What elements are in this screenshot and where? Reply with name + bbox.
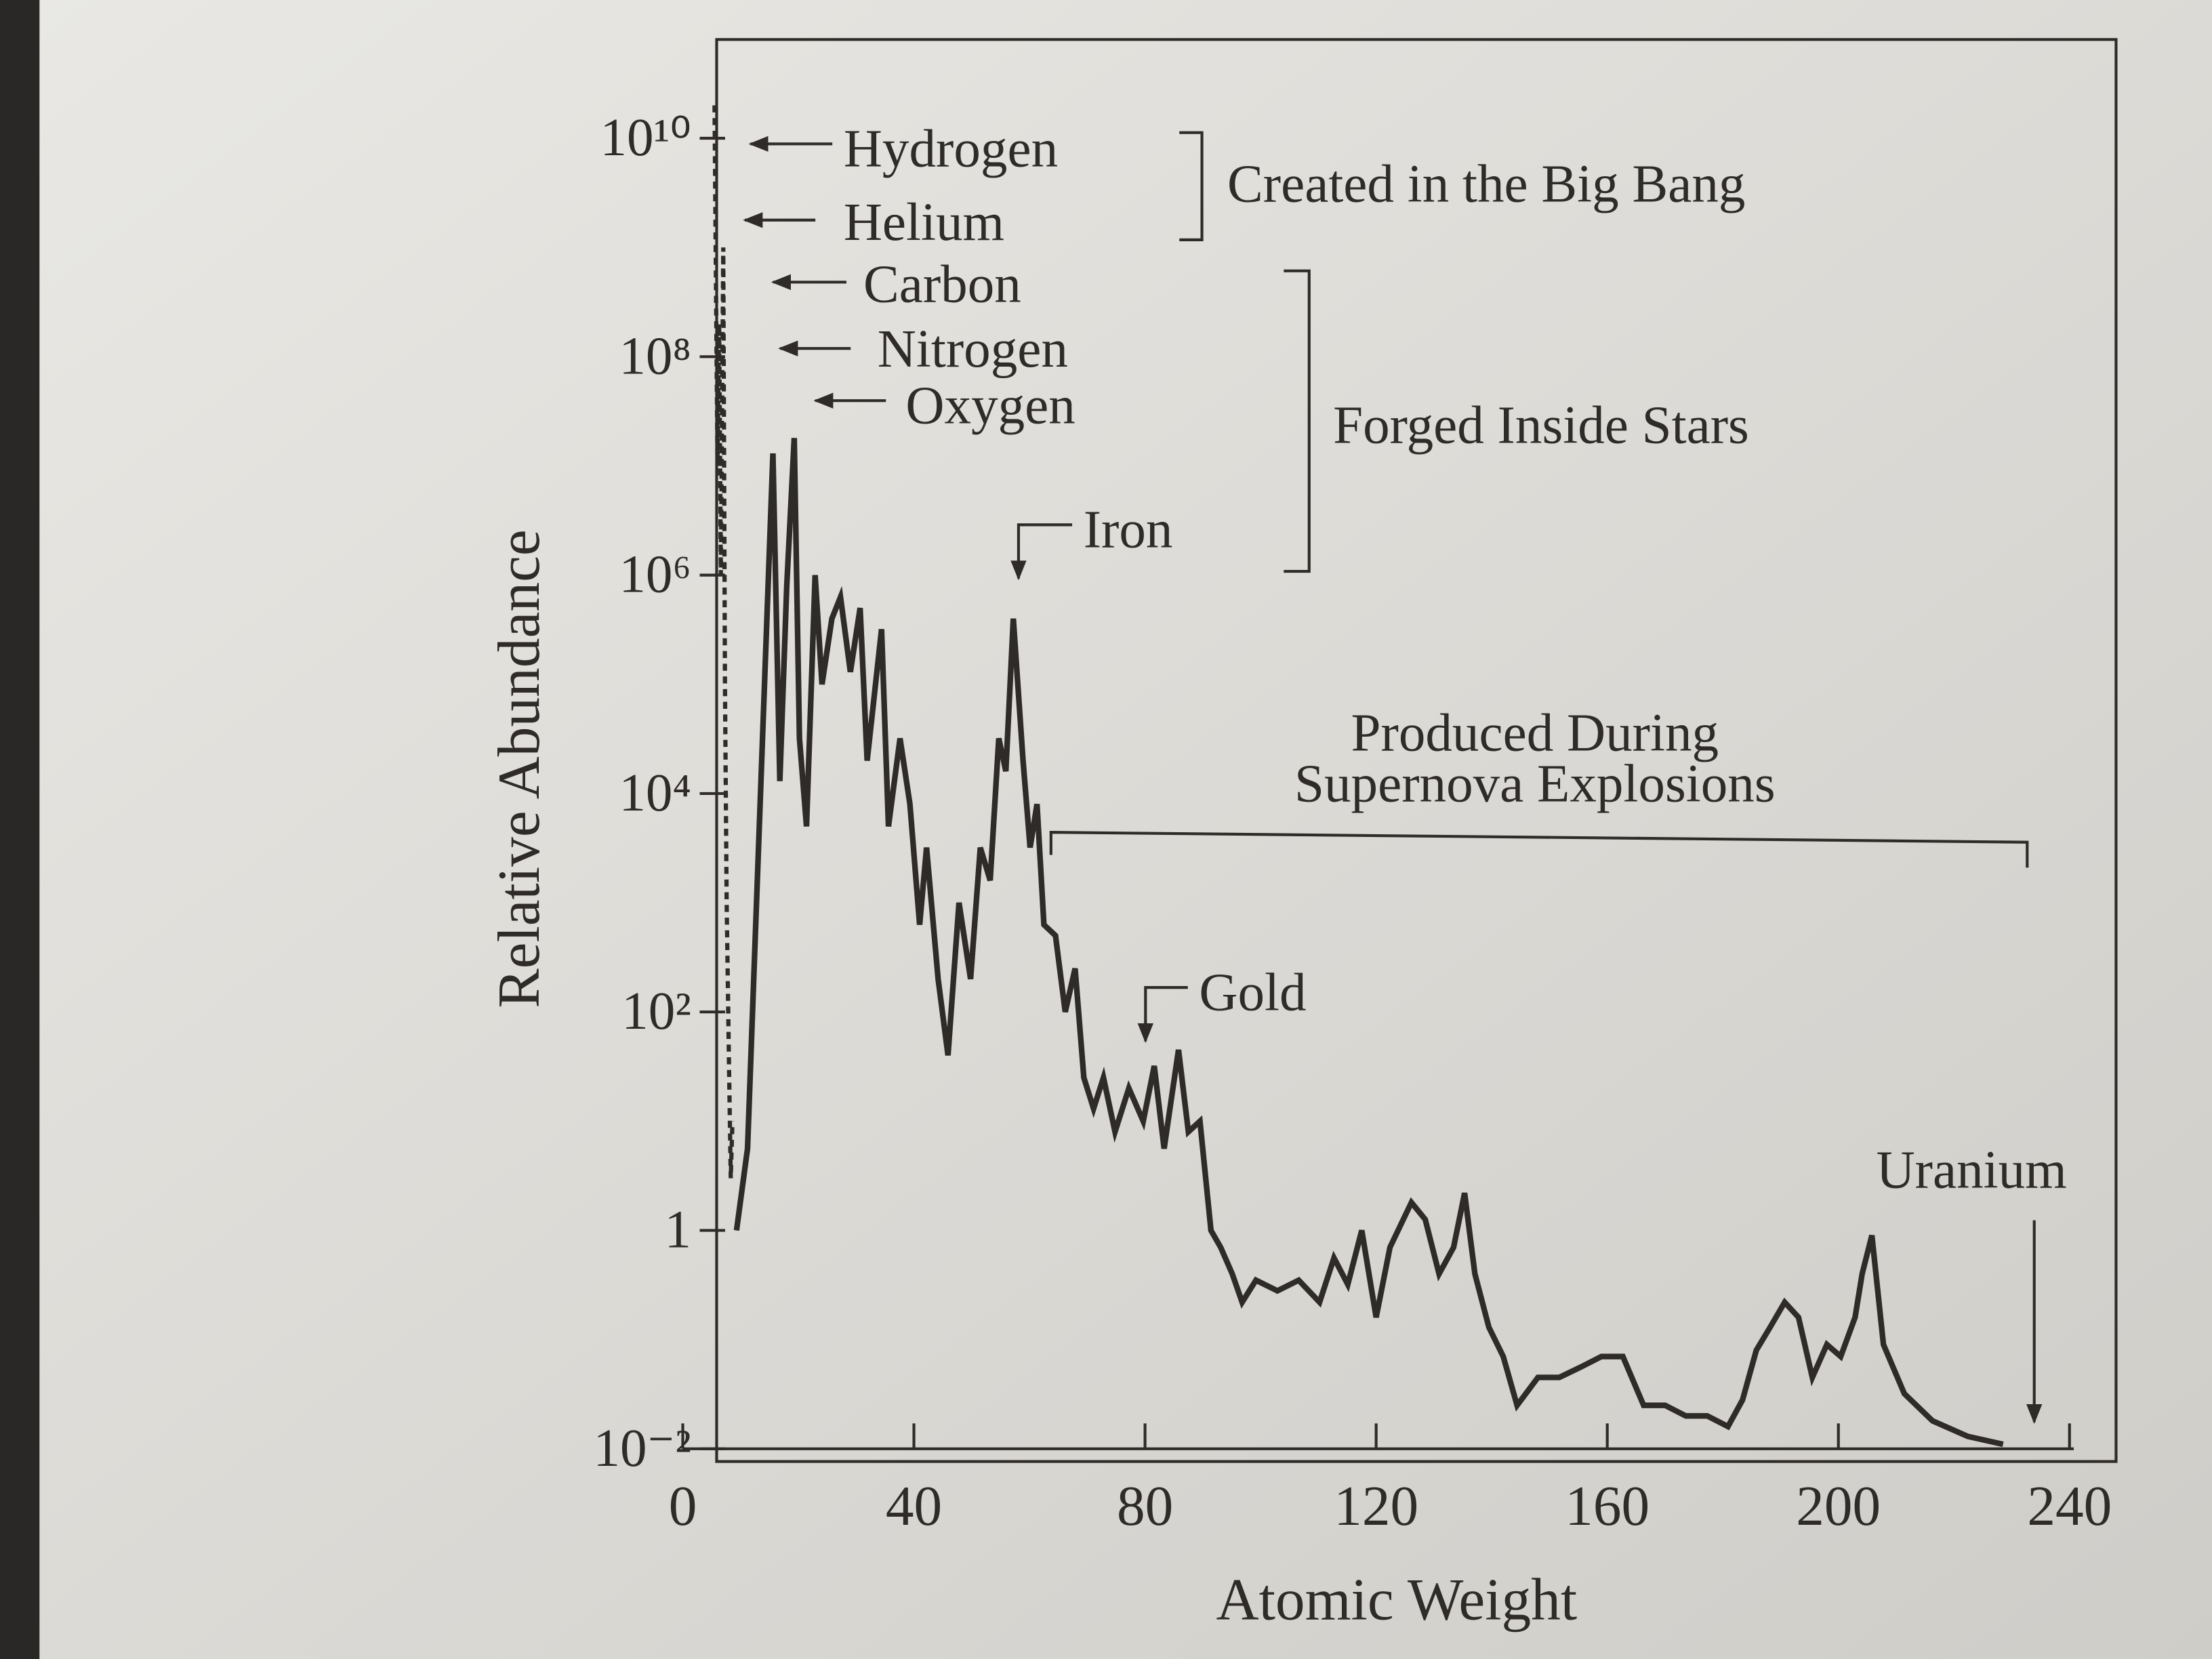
y-tick-label: 10¹⁰ — [600, 108, 691, 167]
x-tick-label: 80 — [1117, 1475, 1173, 1538]
annotation-bracket — [1179, 131, 1204, 241]
y-tick-label: 1 — [664, 1201, 691, 1260]
x-tick-label: 240 — [2027, 1475, 2112, 1538]
y-tick-label: 10⁶ — [619, 546, 691, 605]
dashed-line — [712, 105, 735, 1179]
y-tick-label: 10⁸ — [619, 327, 691, 386]
y-tick-label: 10⁴ — [619, 764, 691, 823]
annotation-arrow — [1010, 523, 1073, 581]
annotation: Uranium — [1877, 1141, 2067, 1200]
x-tick-label: 120 — [1334, 1475, 1418, 1538]
annotation-arrow — [1137, 986, 1188, 1044]
plot-layer: 0 40 80 120 160 200 240 10⁻² 1 10² 10⁴ 10⁶ 10⁸ 10¹⁰ Hy… — [593, 105, 2112, 1538]
annotation: Oxygen — [905, 376, 1075, 435]
y-tick-label: 10² — [621, 982, 691, 1041]
x-tick-label: 200 — [1796, 1475, 1881, 1538]
annotation: Forged Inside Stars — [1333, 396, 1749, 455]
annotation: Created in the Big Bang — [1227, 155, 1745, 214]
y-tick-label: 10⁻² — [593, 1419, 691, 1478]
x-axis-title: Atomic Weight — [1216, 1567, 1577, 1633]
annotation: Hydrogen — [844, 120, 1058, 179]
annotation: Supernova Explosions — [1294, 754, 1776, 813]
x-tick-label: 40 — [886, 1475, 942, 1538]
x-tick-label: 160 — [1565, 1475, 1650, 1538]
annotation: Helium — [844, 193, 1004, 252]
annotation: Carbon — [863, 255, 1021, 314]
annotation: Nitrogen — [878, 320, 1068, 379]
x-tick-label: 0 — [669, 1475, 697, 1538]
plot-frame — [715, 38, 2118, 1463]
y-axis-title: Relative Abundance — [486, 529, 552, 1008]
annotation: Gold — [1199, 963, 1306, 1022]
annotation: Iron — [1084, 501, 1173, 560]
page-edge — [0, 0, 40, 1659]
annotation-bracket — [1049, 831, 2029, 868]
annotation-bracket — [1284, 269, 1311, 573]
abundance-line — [733, 438, 2004, 1448]
annotation: Produced During — [1351, 703, 1719, 762]
